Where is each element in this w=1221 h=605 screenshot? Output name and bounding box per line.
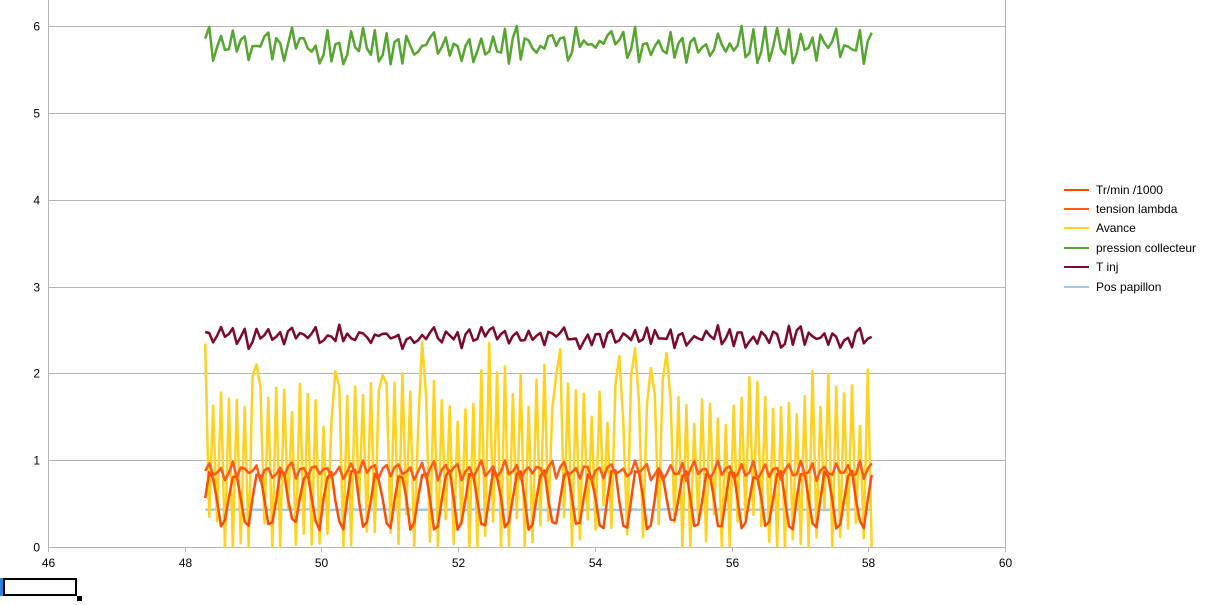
legend-label: tension lambda (1096, 202, 1178, 217)
axes (48, 0, 1006, 552)
x-tick-labels: 46 48 50 52 54 56 58 60 (42, 556, 1013, 570)
legend-swatch (1064, 208, 1089, 211)
legend-item: T inj (1064, 258, 1196, 277)
series-lines (203, 24, 873, 549)
y-tick-label: 4 (33, 194, 40, 208)
x-tick-label: 60 (999, 556, 1013, 570)
x-tick-label: 46 (42, 556, 56, 570)
series-line-3 (204, 24, 873, 66)
legend-swatch (1064, 285, 1089, 288)
legend-swatch (1064, 246, 1089, 249)
x-tick-label: 56 (726, 556, 740, 570)
y-tick-label: 5 (33, 107, 40, 121)
x-tick-label: 48 (179, 556, 193, 570)
x-tick-label: 58 (862, 556, 876, 570)
legend-swatch (1064, 266, 1089, 269)
y-tick-label: 2 (33, 367, 40, 381)
x-tick-label: 54 (589, 556, 603, 570)
legend-item: Avance (1064, 219, 1196, 238)
legend-item: pression collecteur (1064, 238, 1196, 257)
series-line-0 (203, 466, 873, 532)
y-tick-label: 0 (33, 541, 40, 555)
legend-item: Pos papillon (1064, 277, 1196, 296)
legend-swatch (1064, 227, 1089, 230)
x-tick-label: 52 (452, 556, 466, 570)
legend-item: tension lambda (1064, 199, 1196, 218)
series-line-4 (204, 323, 873, 351)
series-line-1 (204, 459, 873, 483)
legend-label: Tr/min /1000 (1096, 182, 1163, 197)
y-tick-label: 3 (33, 281, 40, 295)
legend: Tr/min /1000 tension lambda Avance pression… (1064, 180, 1196, 296)
selected-cell-icon (0, 578, 5, 596)
legend-label: T inj (1096, 260, 1119, 275)
legend-swatch (1064, 188, 1089, 191)
legend-label: Avance (1096, 221, 1136, 236)
gridlines (48, 26, 1005, 461)
y-tick-label: 6 (33, 20, 40, 34)
legend-label: pression collecteur (1096, 240, 1197, 255)
spreadsheet-selected-cell[interactable] (3, 578, 77, 596)
series-line-2 (203, 340, 873, 549)
fill-handle[interactable] (77, 596, 82, 601)
y-tick-labels: 0 1 2 3 4 5 6 (33, 20, 40, 555)
x-tick-label: 50 (315, 556, 329, 570)
y-tick-label: 1 (33, 454, 40, 468)
legend-item: Tr/min /1000 (1064, 180, 1196, 199)
legend-label: Pos papillon (1096, 279, 1162, 294)
